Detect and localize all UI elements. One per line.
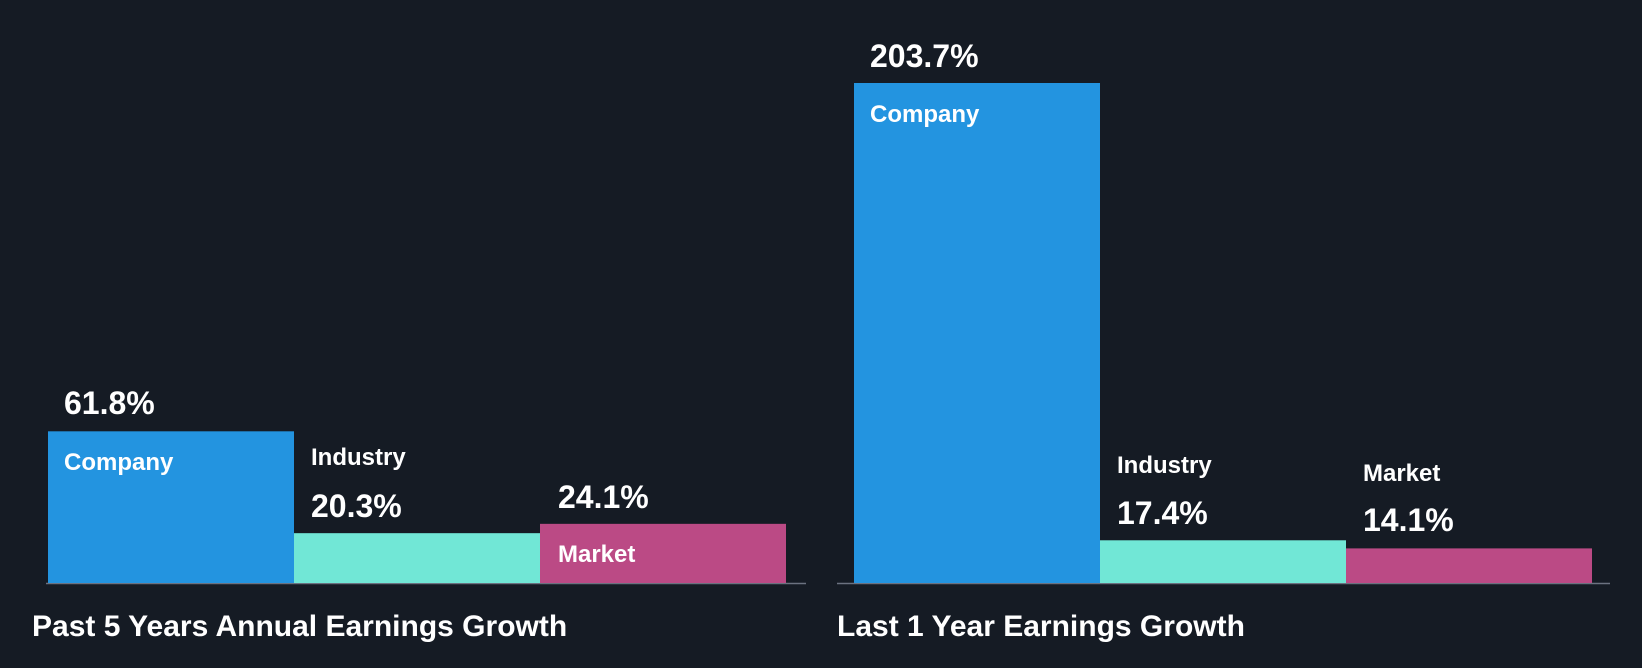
- chart-title-past-5-years: Past 5 Years Annual Earnings Growth: [32, 610, 567, 643]
- bar-industry: [294, 533, 540, 583]
- panel-last-1-year: 203.7% Company Industry 17.4% Market 14.…: [837, 38, 1610, 643]
- category-label-market: Market: [1363, 460, 1440, 487]
- bar-industry: [1100, 540, 1346, 583]
- bar-market: [540, 523, 786, 583]
- value-label-market: 24.1%: [558, 479, 649, 515]
- category-label-industry: Industry: [311, 444, 406, 471]
- value-label-company: 61.8%: [64, 385, 155, 421]
- category-label-company: Company: [64, 449, 174, 476]
- value-label-market: 14.1%: [1363, 502, 1454, 538]
- category-label-market: Market: [558, 541, 635, 568]
- category-label-company: Company: [870, 101, 980, 128]
- value-label-company: 203.7%: [870, 38, 979, 74]
- bar-company: [854, 83, 1100, 583]
- bar-market: [1346, 548, 1592, 583]
- value-label-industry: 20.3%: [311, 488, 402, 524]
- value-label-industry: 17.4%: [1117, 495, 1208, 531]
- chart-title-last-1-year: Last 1 Year Earnings Growth: [837, 610, 1245, 643]
- category-label-industry: Industry: [1117, 452, 1212, 479]
- panel-past-5-years: 61.8% Company Industry 20.3% 24.1% Marke…: [32, 385, 806, 643]
- bar-company: [48, 431, 294, 583]
